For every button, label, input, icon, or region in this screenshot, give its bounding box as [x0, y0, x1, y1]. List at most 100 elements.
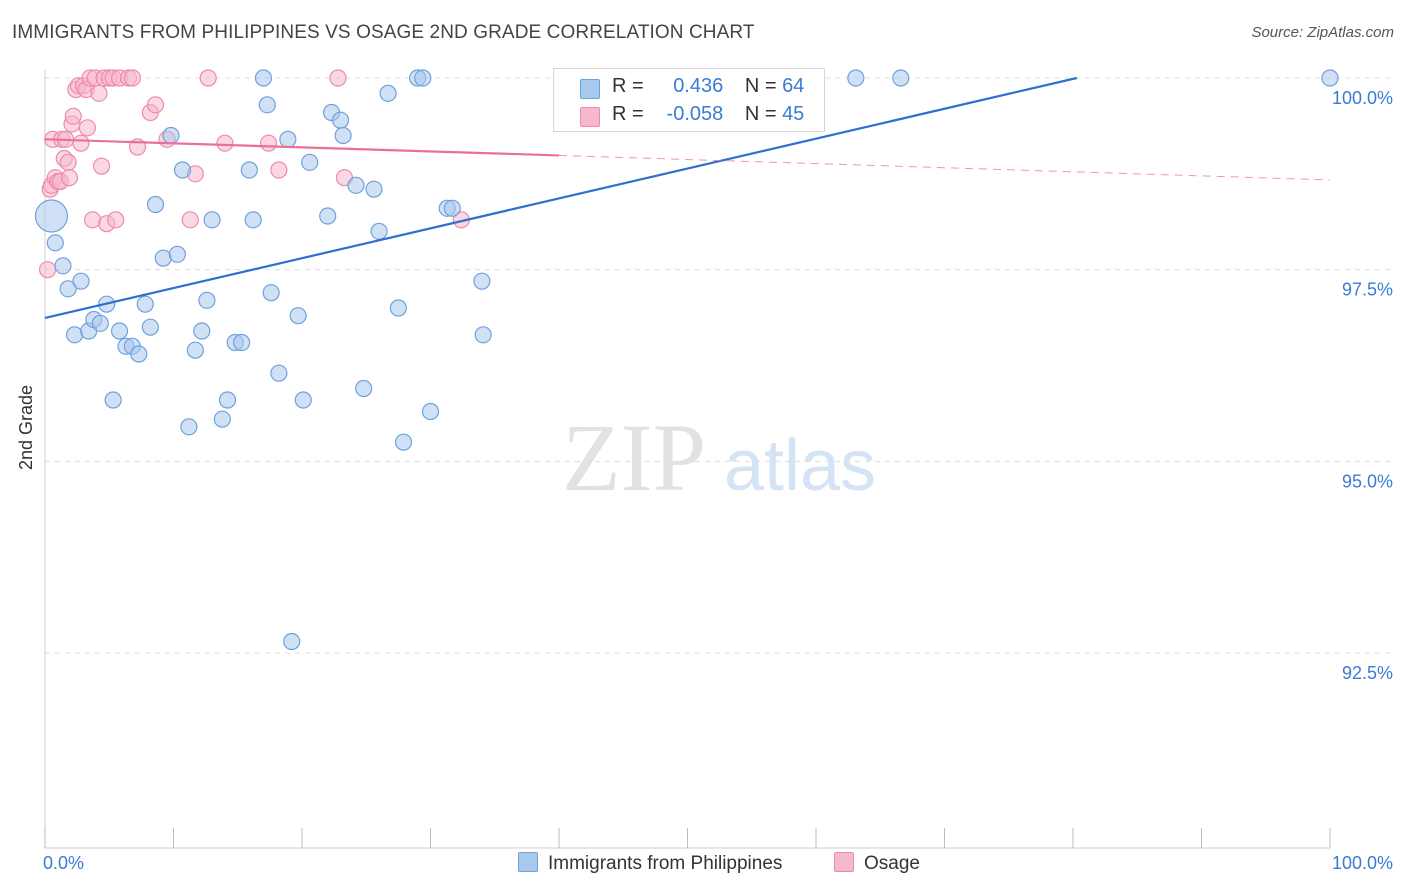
osage-point — [107, 211, 125, 229]
philippines-point — [180, 418, 198, 436]
philippines-point — [213, 410, 231, 428]
osage-point — [181, 211, 199, 229]
philippines-point — [892, 69, 910, 87]
watermark-zip: ZIP — [562, 404, 706, 511]
philippines-point — [240, 161, 258, 179]
philippines-point — [104, 391, 122, 409]
philippines-point — [319, 207, 337, 225]
philippines-point — [34, 199, 69, 233]
legend-n-label: N = — [744, 75, 777, 97]
bottom-legend-swatch-blue — [518, 852, 538, 872]
osage-point — [259, 134, 278, 152]
y-tick-label: 92.5% — [1342, 663, 1393, 683]
philippines-point — [279, 130, 297, 148]
philippines-point — [54, 257, 72, 275]
philippines-point — [46, 234, 64, 252]
philippines-point — [72, 272, 90, 290]
correlation-legend: R = 0.436 N = 64 R = -0.058 N = 45 — [553, 68, 825, 132]
osage-point — [92, 157, 111, 175]
osage-point — [60, 169, 79, 187]
philippines-point — [254, 69, 273, 87]
philippines-point — [173, 161, 192, 179]
watermark: ZIP atlas — [562, 404, 876, 511]
philippines-point — [294, 391, 312, 409]
philippines-point — [154, 249, 172, 267]
philippines-point — [141, 318, 159, 336]
y-tick-label: 100.0% — [1332, 88, 1393, 108]
legend-n-value: 64 — [782, 75, 805, 97]
bottom-legend-swatch-pink — [834, 852, 854, 872]
philippines-point — [474, 326, 492, 344]
philippines-point — [244, 211, 262, 229]
philippines-point — [847, 69, 865, 87]
bottom-legend-label: Immigrants from Philippines — [548, 853, 783, 874]
y-axis-title: 2nd Grade — [16, 384, 36, 470]
y-tick-label: 95.0% — [1342, 471, 1393, 491]
chart-title: IMMIGRANTS FROM PHILIPPINES VS OSAGE 2ND… — [12, 22, 755, 43]
osage-trend-line-extension — [558, 154, 1331, 181]
philippines-point — [270, 364, 288, 382]
philippines-point — [347, 176, 365, 194]
legend-r-label: R = — [612, 103, 644, 125]
philippines-point — [168, 245, 186, 263]
legend-n-value: 45 — [782, 103, 805, 125]
osage-points — [38, 69, 470, 279]
philippines-point — [394, 433, 413, 451]
philippines-point — [370, 222, 388, 240]
philippines-point — [283, 632, 301, 651]
philippines-point — [389, 299, 407, 317]
osage-point — [216, 134, 234, 152]
source-credit: Source: ZipAtlas.com — [1251, 24, 1394, 41]
legend-r-value: -0.058 — [666, 103, 724, 125]
legend-swatch-blue — [580, 79, 600, 99]
osage-point — [78, 119, 97, 137]
legend-r-value: 0.436 — [673, 75, 724, 97]
philippines-point — [91, 314, 109, 332]
osage-point — [123, 69, 141, 87]
philippines-point — [233, 333, 251, 352]
watermark-atlas: atlas — [724, 426, 876, 506]
philippines-point — [136, 295, 154, 313]
philippines-point — [289, 307, 307, 325]
philippines-point — [146, 195, 165, 214]
bottom-legend-label: Osage — [864, 853, 920, 874]
osage-point — [270, 161, 288, 179]
bottom-legend-osage: Osage — [834, 852, 920, 875]
osage-point — [199, 69, 217, 87]
philippines-point — [198, 291, 216, 309]
osage-point — [72, 134, 90, 152]
bottom-legend-philippines: Immigrants from Philippines — [518, 852, 782, 875]
legend-swatch-pink — [580, 107, 600, 127]
x-tick-label: 100.0% — [1332, 853, 1393, 873]
osage-trend-line — [44, 138, 560, 157]
philippines-point — [421, 402, 440, 421]
axes-layer — [44, 70, 1331, 849]
philippines-point — [414, 69, 432, 87]
philippines-points — [34, 69, 1339, 651]
philippines-point — [218, 391, 237, 409]
legend-r-label: R = — [612, 75, 644, 97]
osage-point — [329, 69, 347, 87]
osage-point — [146, 96, 165, 114]
philippines-point — [59, 280, 77, 298]
philippines-point — [379, 84, 397, 102]
philippines-point — [193, 322, 211, 340]
philippines-point — [110, 322, 129, 340]
philippines-point — [334, 126, 352, 145]
philippines-point — [355, 379, 373, 398]
philippines-point — [331, 111, 350, 129]
y-tick-label: 97.5% — [1342, 280, 1393, 300]
philippines-point — [473, 272, 491, 290]
axis-labels: 100.0% 97.5% 95.0% 92.5% 0.0% 100.0% — [43, 88, 1393, 873]
philippines-point — [65, 326, 84, 344]
philippines-point — [262, 284, 280, 302]
philippines-point — [1321, 69, 1339, 87]
osage-point — [59, 153, 77, 171]
philippines-point — [162, 126, 180, 145]
trend-lines — [44, 76, 1331, 320]
legend-n-label: N = — [744, 103, 777, 125]
philippines-point — [301, 153, 319, 171]
philippines-point — [365, 180, 383, 198]
philippines-trend-line — [44, 76, 1078, 320]
